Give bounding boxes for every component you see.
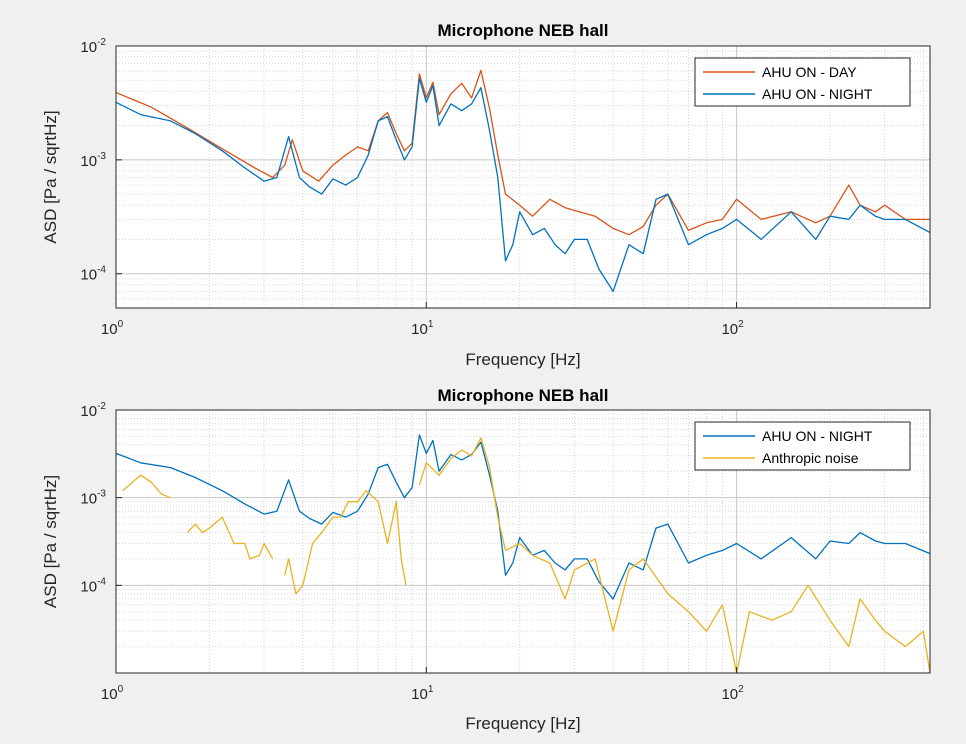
legend: AHU ON - DAY AHU ON - NIGHT [694, 57, 911, 107]
x-tick-label: 100 [101, 319, 124, 338]
legend-label: AHU ON - NIGHT [762, 86, 873, 102]
top-plot: 100 101 102 10-4 10-3 10-2 Microphone NEB hall… [41, 21, 931, 369]
series-line-ahu-on-day [116, 69, 930, 236]
y-tick-label: 10-4 [80, 265, 106, 284]
y-tick-label: 10-2 [80, 37, 106, 56]
series-line-ahu-on-night [116, 77, 930, 293]
y-axis-label: ASD [Pa / sqrtHz] [41, 475, 60, 608]
axes-box [115, 45, 931, 309]
y-tick-label: 10-3 [80, 489, 106, 508]
y-tick-label: 10-4 [80, 576, 106, 595]
x-axis-label: Frequency [Hz] [465, 350, 580, 369]
x-tick-label: 102 [721, 684, 744, 703]
legend-label: Anthropic noise [762, 450, 859, 466]
y-tick-label: 10-3 [80, 151, 106, 170]
x-tick-label: 100 [101, 684, 124, 703]
axes-box [115, 409, 931, 674]
chart-title: Microphone NEB hall [438, 21, 609, 40]
legend-label: AHU ON - DAY [762, 64, 857, 80]
series-line-ahu-on-night [116, 434, 930, 600]
bottom-plot: 100 101 102 10-4 10-3 10-2 Microphone NEB hall… [41, 386, 931, 733]
legend: AHU ON - NIGHT Anthropic noise [694, 421, 911, 471]
legend-box [694, 421, 911, 471]
x-tick-label: 101 [411, 319, 434, 338]
x-tick-label: 101 [411, 684, 434, 703]
y-tick-label: 10-2 [80, 401, 106, 420]
legend-box [694, 57, 911, 107]
legend-label: AHU ON - NIGHT [762, 428, 873, 444]
y-axis-label: ASD [Pa / sqrtHz] [41, 110, 60, 243]
series-line-anthropic-noise [122, 437, 930, 673]
series-group [116, 69, 930, 293]
chart-title: Microphone NEB hall [438, 386, 609, 405]
x-tick-label: 102 [721, 319, 744, 338]
x-axis-label: Frequency [Hz] [465, 714, 580, 733]
series-group [116, 434, 930, 673]
